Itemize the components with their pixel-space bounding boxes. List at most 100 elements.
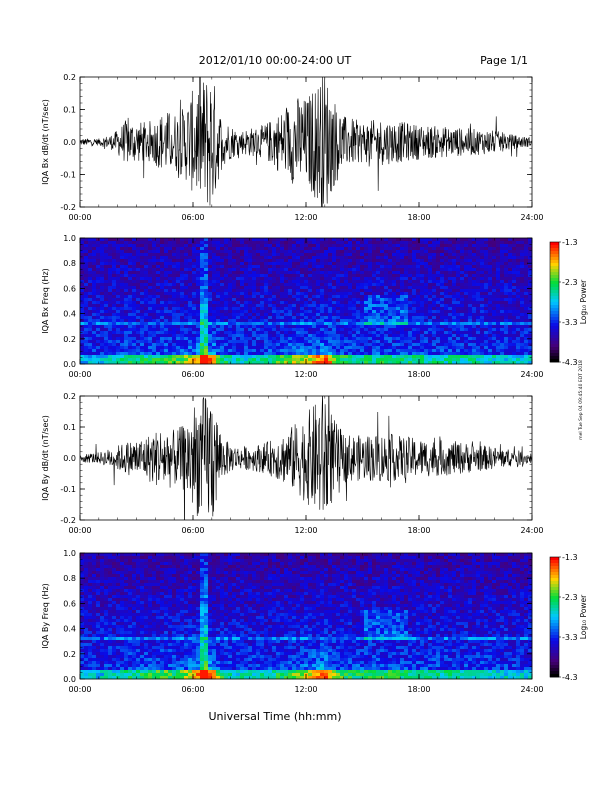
spectrogram-cell (524, 304, 529, 308)
spectrogram-cell (380, 328, 385, 332)
spectrogram-cell (452, 298, 457, 302)
spectrogram-cell (504, 313, 509, 317)
y-tick-label: 0.1 (63, 106, 76, 115)
spectrogram-cell (280, 334, 285, 338)
spectrogram-cell (444, 319, 449, 323)
spectrogram-cell (296, 313, 301, 317)
spectrogram-cell (364, 271, 369, 275)
spectrogram-cell (420, 259, 425, 263)
spectrogram-cell (460, 274, 465, 278)
spectrogram-cell (144, 337, 149, 341)
spectrogram-cell (404, 250, 409, 254)
spectrogram-cell (236, 244, 241, 248)
spectrogram-cell (260, 238, 265, 242)
spectrogram-cell (96, 298, 101, 302)
spectrogram-cell (96, 355, 101, 359)
spectrogram-cell (224, 310, 229, 314)
spectrogram-cell (480, 271, 485, 275)
spectrogram-cell (484, 268, 489, 272)
spectrogram-cell (324, 262, 329, 266)
spectrogram-cell (100, 292, 105, 296)
spectrogram-cell (212, 283, 217, 287)
colorbar-label: Log₁₀ Power (579, 279, 588, 324)
spectrogram-cell (180, 337, 185, 341)
spectrogram-cell (336, 319, 341, 323)
spectrogram-cell (516, 301, 521, 305)
spectrogram-cell (208, 307, 213, 311)
spectrogram-cell (512, 337, 517, 341)
spectrogram-cell (304, 277, 309, 281)
spectrogram-cell (496, 253, 501, 257)
spectrogram-cell (172, 253, 177, 257)
spectrogram-cell (424, 310, 429, 314)
spectrogram-cell (424, 265, 429, 269)
spectrogram-cell (204, 307, 209, 311)
spectrogram-cell (292, 274, 297, 278)
spectrogram-cell (180, 253, 185, 257)
spectrogram-cell (408, 253, 413, 257)
spectrogram-cell (496, 358, 501, 362)
spectrogram-cell (516, 298, 521, 302)
spectrogram-cell (520, 328, 525, 332)
spectrogram-cell (452, 361, 457, 365)
spectrogram-cell (252, 307, 257, 311)
spectrogram-cell (476, 301, 481, 305)
spectrogram-cell (400, 343, 405, 347)
spectrogram-cell (376, 256, 381, 260)
spectrogram-cell (116, 340, 121, 344)
spectrogram-cell (460, 331, 465, 335)
spectrogram-cell (376, 313, 381, 317)
spectrogram-cell (244, 340, 249, 344)
spectrogram-cell (144, 319, 149, 323)
spectrogram-cell (236, 289, 241, 293)
spectrogram-cell (96, 301, 101, 305)
spectrogram-cell (312, 244, 317, 248)
spectrogram-cell (404, 355, 409, 359)
spectrogram-cell (288, 355, 293, 359)
spectrogram-cell (132, 304, 137, 308)
spectrogram-cell (368, 337, 373, 341)
spectrogram-cell (448, 268, 453, 272)
spectrogram-cell (140, 343, 145, 347)
spectrogram-cell (296, 253, 301, 257)
spectrogram-cell (256, 349, 261, 353)
spectrogram-cell (132, 325, 137, 329)
spectrogram-cell (508, 349, 513, 353)
spectrogram-cell (116, 265, 121, 269)
spectrogram-cell (240, 283, 245, 287)
spectrogram-cell (512, 343, 517, 347)
spectrogram-cell (260, 319, 265, 323)
spectrogram-cell (520, 283, 525, 287)
spectrogram-cell (472, 355, 477, 359)
spectrogram-cell (136, 271, 141, 275)
spectrogram-cell (352, 316, 357, 320)
spectrogram-cell (304, 313, 309, 317)
spectrogram-cell (224, 295, 229, 299)
spectrogram-cell (396, 346, 401, 350)
spectrogram-cell (300, 346, 305, 350)
spectrogram-cell (304, 274, 309, 278)
spectrogram-cell (80, 298, 85, 302)
spectrogram-cell (412, 268, 417, 272)
spectrogram-cell (144, 250, 149, 254)
spectrogram-cell (324, 319, 329, 323)
spectrogram-cell (420, 328, 425, 332)
spectrogram-cell (512, 265, 517, 269)
spectrogram-cell (184, 334, 189, 338)
spectrogram-cell (228, 355, 233, 359)
spectrogram-cell (240, 343, 245, 347)
spectrogram-cell (232, 346, 237, 350)
spectrogram-cell (380, 283, 385, 287)
spectrogram-cell (84, 313, 89, 317)
spectrogram-cell (128, 277, 133, 281)
spectrogram-cell (116, 292, 121, 296)
spectrogram-cell (296, 274, 301, 278)
spectrogram-cell (500, 259, 505, 263)
spectrogram-cell (208, 295, 213, 299)
spectrogram-cell (276, 259, 281, 263)
spectrogram-cell (260, 295, 265, 299)
spectrogram-cell (108, 337, 113, 341)
spectrogram-cell (384, 259, 389, 263)
spectrogram-cell (416, 361, 421, 365)
spectrogram-cell (164, 355, 169, 359)
